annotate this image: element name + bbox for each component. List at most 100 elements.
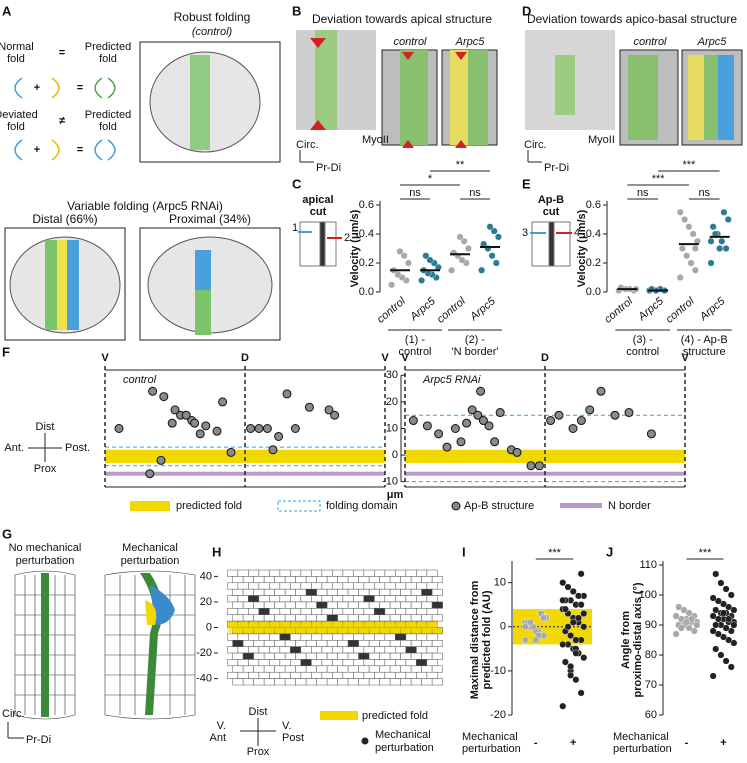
cell — [284, 640, 296, 647]
x-tick-label: D — [541, 352, 549, 364]
sig-label: ** — [456, 159, 465, 171]
cell — [342, 582, 354, 590]
cell — [305, 678, 317, 686]
cell — [416, 659, 428, 667]
label: Deviation towards apical structure — [312, 12, 492, 26]
cell — [379, 614, 391, 622]
cell — [400, 601, 412, 609]
cell — [431, 576, 443, 584]
x-tick-label: V — [401, 352, 409, 364]
y-tick-label: 0.2 — [359, 257, 374, 269]
data-point — [521, 623, 529, 631]
cell — [368, 614, 380, 622]
cell — [237, 671, 249, 679]
x-tick-label: control — [602, 295, 635, 326]
cell — [342, 659, 354, 667]
data-point — [712, 606, 720, 614]
data-point — [577, 601, 585, 609]
cell — [269, 569, 281, 577]
cell — [258, 569, 270, 577]
data-point — [546, 416, 556, 426]
cell — [416, 608, 428, 615]
data-point — [473, 410, 483, 420]
cell — [295, 601, 307, 609]
data-point — [460, 237, 468, 245]
label: Circ. — [2, 708, 25, 720]
cell — [358, 665, 370, 673]
cell — [431, 588, 443, 596]
data-point — [720, 600, 728, 608]
label: Deviation towards apico-basal structure — [527, 12, 737, 26]
cell — [321, 671, 333, 679]
cell — [326, 652, 338, 660]
cell — [279, 633, 291, 641]
cell — [431, 640, 443, 647]
data-point — [724, 215, 732, 223]
x-tick-label: D — [241, 352, 249, 364]
cell — [326, 576, 338, 584]
data-point — [672, 630, 680, 638]
cell — [347, 588, 359, 596]
cell — [384, 569, 396, 577]
cell — [389, 678, 401, 686]
cell — [248, 582, 260, 590]
chart-title: Arpc5 RNAi — [422, 374, 481, 386]
data-point — [707, 237, 715, 245]
cell — [384, 633, 396, 641]
cell — [389, 665, 401, 673]
label: N border — [608, 500, 651, 512]
label: Arpc5 — [455, 36, 486, 48]
label: Deviated — [0, 109, 38, 121]
cell — [389, 640, 401, 647]
cell — [400, 614, 412, 622]
label: F — [2, 344, 10, 359]
cell — [389, 576, 401, 584]
group-label: (3) - — [633, 334, 654, 346]
cell — [389, 588, 401, 596]
cell — [374, 569, 386, 577]
data-point — [672, 612, 680, 620]
data-point — [195, 429, 205, 439]
data-point — [458, 256, 466, 264]
cell — [290, 608, 302, 615]
cell — [258, 646, 270, 654]
data-point — [707, 259, 715, 267]
cell — [358, 601, 370, 609]
sig-label: *** — [548, 547, 562, 559]
cell — [368, 588, 380, 596]
data-point — [434, 429, 444, 439]
data-point — [540, 614, 548, 622]
y-tick-label: 0 — [500, 621, 506, 633]
cell — [405, 646, 417, 654]
cell — [237, 582, 249, 590]
predicted-band — [405, 449, 685, 464]
label: Dist — [36, 421, 55, 433]
cell — [316, 652, 328, 660]
data-point — [559, 579, 567, 587]
data-point — [585, 405, 595, 415]
data-point — [624, 408, 634, 418]
cell — [421, 601, 433, 609]
cell — [227, 595, 239, 603]
cell — [316, 614, 328, 622]
data-point — [400, 252, 408, 260]
data-point — [720, 208, 728, 216]
label: MyoII — [588, 134, 615, 146]
cell — [311, 671, 323, 679]
data-point — [727, 627, 735, 635]
cell — [253, 576, 265, 584]
label: 2 — [344, 232, 350, 244]
cell — [347, 665, 359, 673]
cell — [284, 678, 296, 686]
label: Predicted — [85, 41, 131, 53]
cell — [332, 646, 344, 654]
cell — [395, 659, 407, 667]
x-tick-label: Arpc5 — [697, 295, 728, 324]
y-tick-label: 90 — [645, 619, 657, 631]
data-point — [490, 227, 498, 235]
cell — [395, 671, 407, 679]
cell — [363, 633, 375, 641]
cell — [316, 665, 328, 673]
data-point — [568, 424, 578, 433]
sig-label: *** — [699, 547, 713, 559]
